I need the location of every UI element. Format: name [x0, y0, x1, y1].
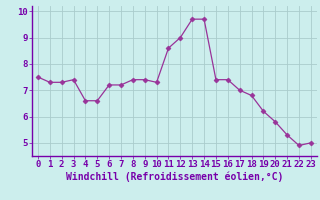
X-axis label: Windchill (Refroidissement éolien,°C): Windchill (Refroidissement éolien,°C): [66, 172, 283, 182]
